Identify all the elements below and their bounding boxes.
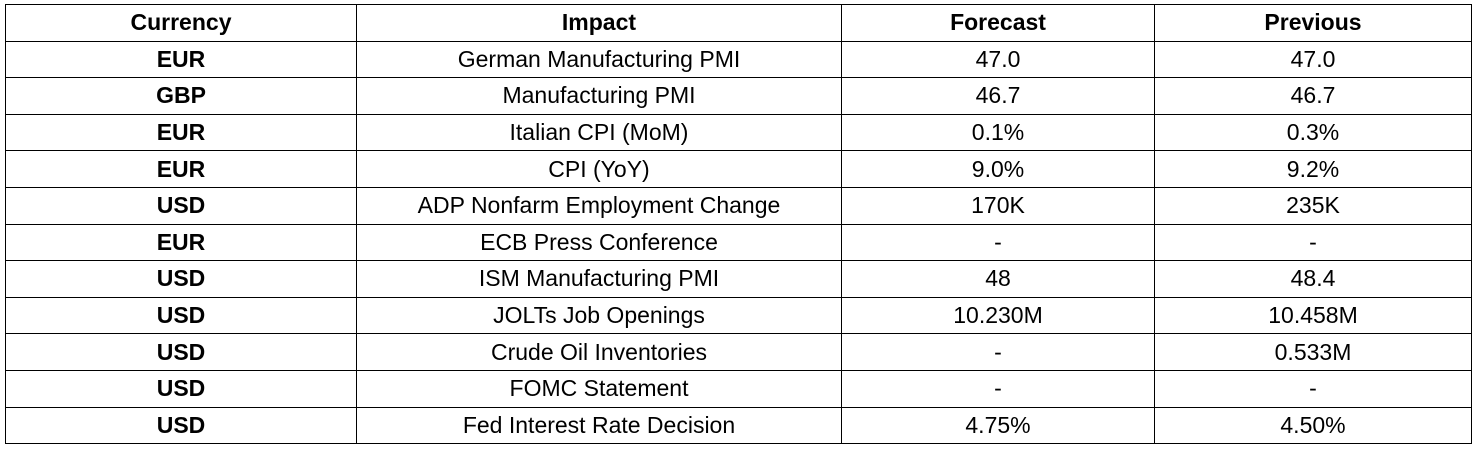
cell-forecast: 0.1% [841,113,1155,152]
table-row: EUR CPI (YoY) 9.0% 9.2% [5,150,1472,188]
cell-forecast: 10.230M [841,296,1155,335]
cell-impact: ECB Press Conference [356,223,842,262]
cell-previous: 0.533M [1154,333,1472,371]
table-row: EUR Italian CPI (MoM) 0.1% 0.3% [5,113,1472,152]
cell-previous: 47.0 [1154,40,1472,79]
header-currency: Currency [5,4,357,42]
header-previous: Previous [1154,4,1472,42]
cell-forecast: 46.7 [841,77,1155,115]
table-row: USD ISM Manufacturing PMI 48 48.4 [5,260,1472,298]
cell-currency: GBP [5,77,357,115]
cell-impact: ISM Manufacturing PMI [356,260,842,298]
cell-forecast: 48 [841,260,1155,298]
cell-forecast: - [841,333,1155,371]
cell-forecast: 170K [841,186,1155,225]
cell-forecast: 9.0% [841,150,1155,188]
cell-currency: EUR [5,150,357,188]
cell-currency: USD [5,369,357,408]
cell-previous: - [1154,223,1472,262]
cell-impact: Italian CPI (MoM) [356,113,842,152]
cell-impact: German Manufacturing PMI [356,40,842,79]
cell-currency: EUR [5,40,357,79]
cell-previous: 46.7 [1154,77,1472,115]
table-row: GBP Manufacturing PMI 46.7 46.7 [5,77,1472,115]
table-header: Currency Impact Forecast Previous [5,4,1472,42]
cell-currency: USD [5,333,357,371]
cell-currency: USD [5,406,357,445]
cell-previous: 235K [1154,186,1472,225]
cell-currency: USD [5,186,357,225]
table-row: EUR German Manufacturing PMI 47.0 47.0 [5,40,1472,79]
cell-forecast: - [841,223,1155,262]
cell-impact: Crude Oil Inventories [356,333,842,371]
cell-previous: 4.50% [1154,406,1472,445]
cell-currency: USD [5,296,357,335]
table-row: USD FOMC Statement - - [5,369,1472,408]
header-forecast: Forecast [841,4,1155,42]
cell-impact: JOLTs Job Openings [356,296,842,335]
cell-currency: USD [5,260,357,298]
header-impact: Impact [356,4,842,42]
cell-impact: ADP Nonfarm Employment Change [356,186,842,225]
economic-calendar-table: Currency Impact Forecast Previous EUR Ger… [5,4,1472,445]
cell-currency: EUR [5,223,357,262]
cell-impact: FOMC Statement [356,369,842,408]
cell-forecast: 4.75% [841,406,1155,445]
cell-impact: Manufacturing PMI [356,77,842,115]
economic-calendar-container: Currency Impact Forecast Previous EUR Ger… [5,4,1472,445]
table-row: EUR ECB Press Conference - - [5,223,1472,262]
header-row: Currency Impact Forecast Previous [5,4,1472,42]
cell-impact: CPI (YoY) [356,150,842,188]
table-row: USD Crude Oil Inventories -0.533M [5,333,1472,371]
cell-forecast: 47.0 [841,40,1155,79]
cell-forecast: - [841,369,1155,408]
cell-previous: 10.458M [1154,296,1472,335]
cell-currency: EUR [5,113,357,152]
table-body: EUR German Manufacturing PMI 47.0 47.0 GBP Ma… [5,40,1472,445]
cell-previous: - [1154,369,1472,408]
cell-previous: 9.2% [1154,150,1472,188]
table-row: USD Fed Interest Rate Decision 4.75% 4.50% [5,406,1472,445]
cell-previous: 48.4 [1154,260,1472,298]
table-row: USD ADP Nonfarm Employment Change 170K 235K [5,186,1472,225]
cell-impact: Fed Interest Rate Decision [356,406,842,445]
table-row: USD JOLTs Job Openings 10.230M 10.458M [5,296,1472,335]
cell-previous: 0.3% [1154,113,1472,152]
